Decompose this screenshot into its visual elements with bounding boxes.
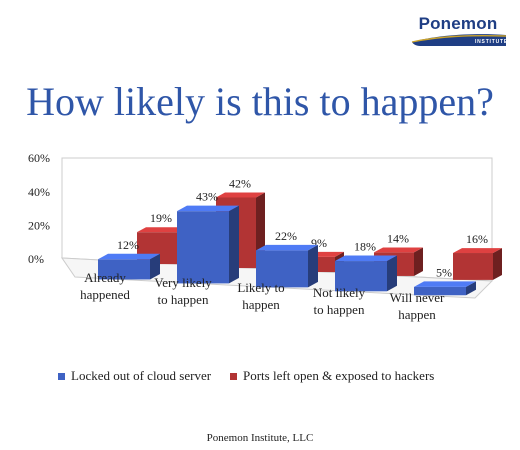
bar-series1-cat0-side <box>150 253 160 280</box>
chart-title: How likely is this to happen? <box>26 79 494 124</box>
y-tick-label: 40% <box>28 185 50 199</box>
bar-series2-cat1-top <box>216 192 265 198</box>
bar-series1-cat1-top <box>177 205 239 212</box>
x-category-label-line: happen <box>242 297 280 312</box>
legend-label-ports-open: Ports left open & exposed to hackers <box>243 368 435 383</box>
bar-series1-cat1-side <box>229 205 239 284</box>
bar-series1-cat4-front <box>414 286 466 296</box>
bar-series1-cat1 <box>177 205 239 284</box>
legend-swatch-ports-open <box>230 372 237 380</box>
data-label-series1-cat4: 5% <box>436 265 452 279</box>
data-label-series2-cat3: 14% <box>387 231 409 245</box>
x-category-label-line: happened <box>80 287 130 302</box>
x-category-label: Already happened <box>80 270 130 302</box>
legend-item-locked-out: Locked out of cloud server <box>58 368 211 384</box>
bar-series1-cat1-front <box>177 211 229 284</box>
x-category-label-line: to happen <box>314 302 365 317</box>
bar-series1-cat3-front <box>335 261 387 292</box>
bar-series1-cat2-front <box>256 250 308 288</box>
x-category-label-line: to happen <box>158 292 209 307</box>
legend-item-ports-open: Ports left open & exposed to hackers <box>230 368 434 384</box>
bar-series1-cat0-front <box>98 259 150 280</box>
bar-series2-cat3-top <box>374 247 423 253</box>
y-tick-label: 60% <box>28 151 50 165</box>
data-label-series1-cat0: 12% <box>117 238 139 252</box>
footer-credit: Ponemon Institute, LLC <box>206 432 314 444</box>
x-category-label-line: happen <box>398 307 436 322</box>
bar-series2-cat4-front <box>453 253 493 280</box>
data-label-series1-cat3: 18% <box>354 240 376 254</box>
data-label-series2-cat0: 19% <box>150 211 172 225</box>
data-label-series1-cat2: 22% <box>275 229 297 243</box>
legend-swatch-locked-out <box>58 372 65 380</box>
bar-series1-cat3-side <box>387 255 397 292</box>
x-category-label-line: Likely to <box>237 280 284 295</box>
y-tick-label: 20% <box>28 218 50 232</box>
data-label-series2-cat4: 16% <box>466 232 488 246</box>
bar-series2-cat4 <box>453 248 502 280</box>
bar-series1-cat0 <box>98 253 160 280</box>
data-label-series2-cat1: 42% <box>229 177 251 191</box>
x-category-label-line: Very likely <box>154 275 212 290</box>
bar-series1-cat4-top <box>414 281 476 287</box>
bar-series2-cat0-top <box>137 227 186 233</box>
ponemon-logo: Ponemon INSTITUTE <box>408 12 508 52</box>
bar-chart: 60%40%20%0%19%42%9% 14% 16%12%43%22%18%5%A… <box>28 151 502 322</box>
y-tick-label: 0% <box>28 252 44 266</box>
bar-series1-cat2-side <box>308 244 318 288</box>
bar-series1-cat2-top <box>256 244 318 251</box>
bar-series1-cat3-top <box>335 255 397 262</box>
x-category-label: Likely to happen <box>237 280 284 312</box>
x-category-label-line: Not likely <box>313 285 366 300</box>
x-category-label-line: Will never <box>390 290 445 305</box>
x-category-label: Not likely to happen <box>313 285 366 317</box>
bar-series1-cat0-top <box>98 253 160 260</box>
data-label-series1-cat1: 43% <box>196 190 218 204</box>
logo-sub: INSTITUTE <box>474 39 508 45</box>
bar-series2-cat4-top <box>453 248 502 254</box>
bar-series2-cat4-side <box>493 248 502 280</box>
x-category-label: Will never happen <box>390 290 445 322</box>
logo-name: Ponemon <box>418 14 498 33</box>
x-category-label: Very likely to happen <box>154 275 212 307</box>
bar-series1-cat4 <box>414 281 476 296</box>
logo-swoosh-icon <box>411 34 507 46</box>
legend-label-locked-out: Locked out of cloud server <box>71 368 212 383</box>
bar-series1-cat4-side <box>466 281 476 296</box>
bar-series2-cat3-side <box>414 247 423 276</box>
bar-series1-cat3 <box>335 255 397 292</box>
x-category-label-line: Already <box>84 270 126 285</box>
bar-series1-cat2 <box>256 244 318 288</box>
